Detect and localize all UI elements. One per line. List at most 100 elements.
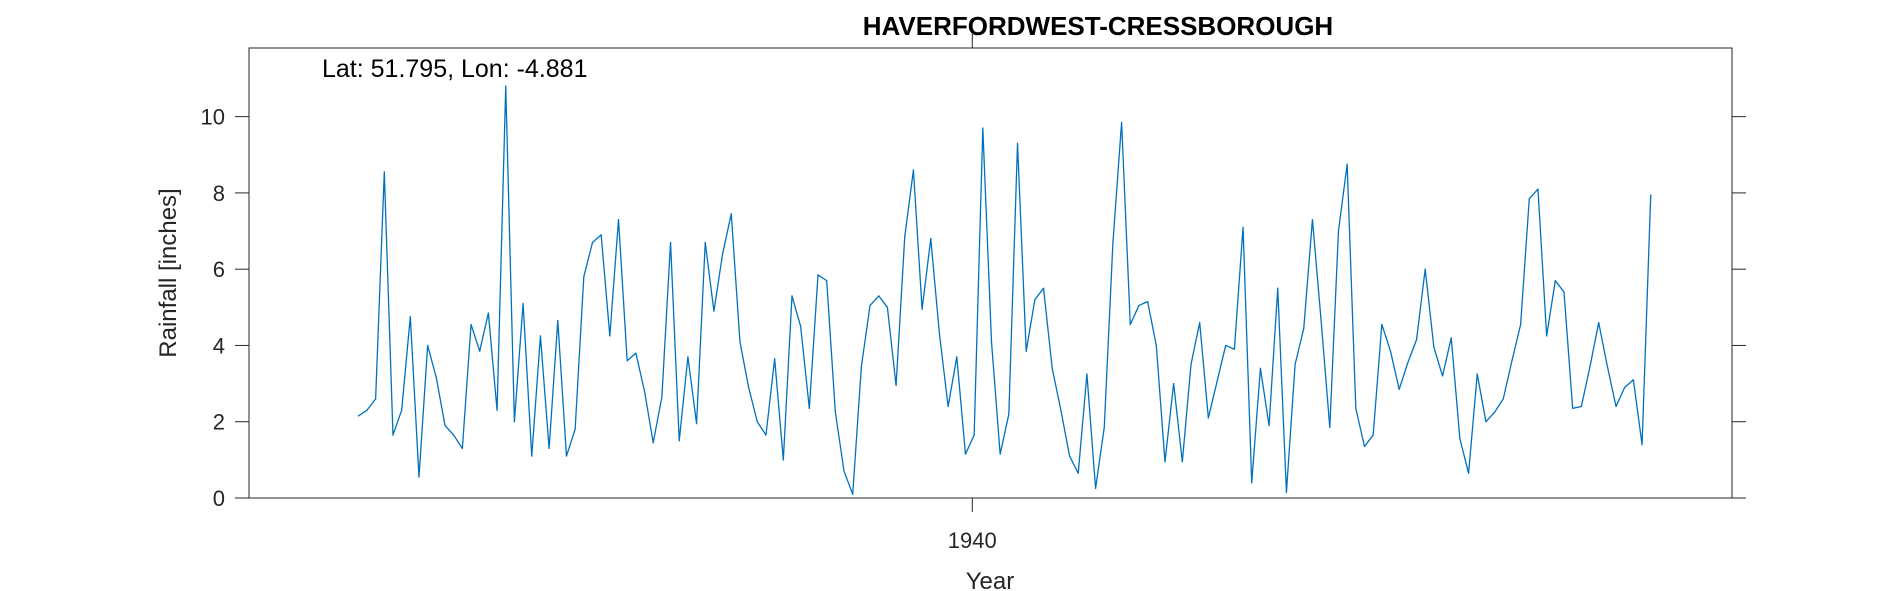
data-point bbox=[1346, 163, 1348, 165]
data-point bbox=[1476, 373, 1478, 375]
data-point bbox=[1494, 411, 1496, 413]
data-point bbox=[1355, 407, 1357, 409]
data-point bbox=[1164, 461, 1166, 463]
data-point bbox=[687, 356, 689, 358]
data-point bbox=[721, 253, 724, 255]
data-point bbox=[591, 241, 594, 244]
data-point bbox=[617, 219, 620, 221]
data-point bbox=[1216, 381, 1218, 383]
data-point bbox=[444, 424, 446, 427]
data-point bbox=[357, 415, 359, 417]
data-point bbox=[713, 310, 715, 312]
data-point bbox=[453, 434, 455, 436]
data-point bbox=[1008, 413, 1010, 415]
data-point bbox=[982, 127, 984, 129]
data-point bbox=[1467, 472, 1470, 474]
data-point bbox=[1103, 426, 1105, 429]
y-tick-labels: 0 2 4 6 8 10 bbox=[201, 105, 225, 511]
data-point bbox=[1606, 365, 1608, 368]
data-point bbox=[1190, 363, 1192, 366]
data-point bbox=[756, 421, 758, 423]
data-point bbox=[1580, 405, 1582, 408]
data-point bbox=[1303, 327, 1305, 329]
data-point bbox=[1112, 241, 1114, 244]
data-point bbox=[1025, 350, 1027, 352]
data-point bbox=[479, 350, 481, 352]
y-tick-label: 0 bbox=[213, 486, 225, 511]
y-tick-label: 8 bbox=[213, 181, 225, 206]
data-point bbox=[1632, 379, 1634, 381]
data-point bbox=[392, 434, 394, 436]
data-point bbox=[461, 447, 463, 450]
data-point bbox=[1277, 287, 1279, 289]
data-point bbox=[1450, 337, 1452, 339]
data-point bbox=[990, 341, 993, 343]
data-point bbox=[1520, 323, 1522, 326]
data-point bbox=[1060, 409, 1062, 411]
data-point bbox=[886, 306, 889, 308]
data-point bbox=[1077, 472, 1079, 474]
data-point bbox=[600, 234, 602, 236]
data-point bbox=[1034, 299, 1036, 301]
data-point bbox=[912, 169, 915, 171]
data-point bbox=[774, 358, 776, 360]
data-point bbox=[1337, 230, 1340, 232]
data-point bbox=[1320, 320, 1322, 322]
data-point bbox=[921, 308, 923, 310]
data-point bbox=[852, 493, 854, 495]
data-point bbox=[1624, 386, 1626, 389]
data-point bbox=[626, 360, 628, 362]
data-point bbox=[1372, 434, 1374, 436]
rainfall-series-line bbox=[357, 85, 1652, 495]
data-point bbox=[1381, 323, 1383, 326]
data-point bbox=[1068, 455, 1071, 457]
data-point bbox=[531, 455, 533, 457]
data-point bbox=[1086, 373, 1088, 375]
data-point bbox=[1199, 321, 1201, 324]
data-point bbox=[1042, 287, 1045, 289]
data-point bbox=[661, 396, 663, 398]
data-point bbox=[513, 421, 516, 423]
location-annotation: Lat: 51.795, Lon: -4.881 bbox=[322, 55, 588, 83]
data-point bbox=[1415, 339, 1418, 341]
data-point bbox=[791, 295, 793, 297]
data-point bbox=[505, 85, 507, 87]
data-point bbox=[383, 171, 385, 173]
data-point bbox=[1615, 405, 1617, 408]
data-point bbox=[409, 316, 411, 318]
data-point bbox=[1051, 367, 1053, 369]
data-point bbox=[1138, 304, 1140, 307]
chart-title: HAVERFORDWEST-CRESSBOROUGH bbox=[863, 11, 1333, 41]
data-point bbox=[1242, 226, 1244, 228]
data-point bbox=[765, 434, 767, 436]
data-points bbox=[357, 85, 1652, 495]
data-point bbox=[1363, 445, 1366, 448]
data-point bbox=[878, 295, 880, 297]
data-point bbox=[1294, 363, 1296, 366]
data-point bbox=[826, 280, 828, 282]
data-point bbox=[366, 409, 368, 411]
data-point bbox=[800, 325, 802, 327]
data-point bbox=[956, 356, 958, 358]
data-point bbox=[930, 238, 932, 240]
data-point bbox=[1441, 375, 1444, 377]
data-point bbox=[808, 407, 810, 409]
data-point bbox=[1155, 344, 1157, 347]
data-point bbox=[1147, 301, 1149, 303]
data-point bbox=[565, 455, 568, 457]
data-point bbox=[1398, 388, 1400, 390]
data-point bbox=[739, 341, 741, 343]
x-tick-label: 1940 bbox=[948, 528, 997, 553]
y-tick-label: 10 bbox=[201, 105, 225, 130]
data-point bbox=[1598, 321, 1600, 324]
data-point bbox=[1329, 426, 1331, 429]
x-axis-label: Year bbox=[966, 568, 1015, 591]
data-point bbox=[1424, 268, 1426, 270]
data-point bbox=[1572, 407, 1574, 409]
data-point bbox=[695, 423, 698, 425]
data-point bbox=[1407, 362, 1409, 364]
data-point bbox=[1094, 487, 1097, 490]
data-point bbox=[1589, 365, 1591, 368]
data-point bbox=[1233, 348, 1235, 350]
data-point bbox=[1546, 335, 1548, 337]
